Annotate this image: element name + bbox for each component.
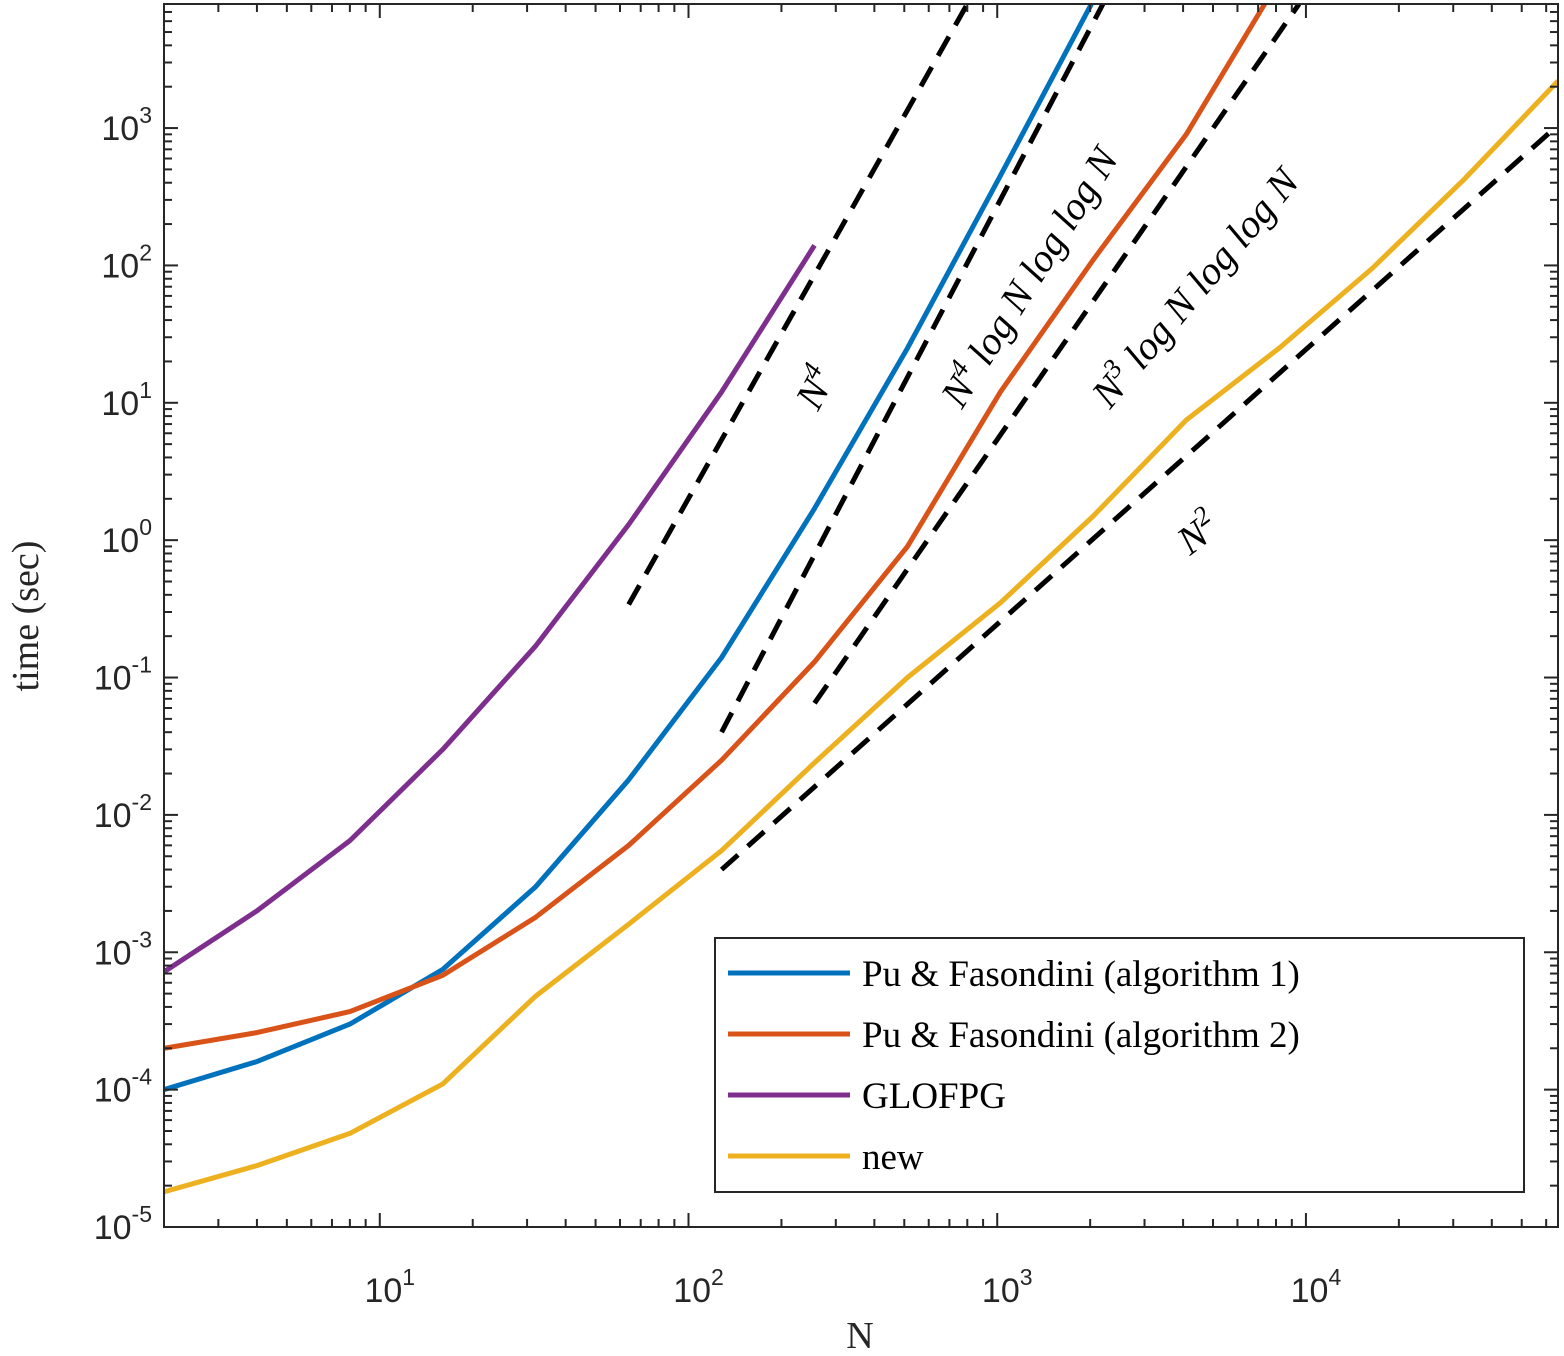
reference-line-n-3-log-n-loglog-n [812,4,1302,705]
y-tick-label: 10-4 [94,1064,152,1110]
axis-ticks [163,3,1558,1228]
y-tick-label: 100 [101,514,152,560]
x-tick-label: 101 [364,1264,415,1310]
legend: Pu & Fasondini (algorithm 1) Pu & Fasond… [714,937,1525,1193]
reference-line-n-4-log-n-loglog-n [719,4,1106,734]
x-axis-title: N [846,1315,873,1356]
series-line-new [164,79,1558,1195]
legend-label-algorithm-2: Pu & Fasondini (algorithm 2) [862,1015,1300,1056]
legend-label-algorithm-1: Pu & Fasondini (algorithm 1) [862,954,1300,995]
y-tick-label: 10-5 [94,1201,152,1247]
series-line-glofpg [164,244,817,974]
x-tick-label: 102 [673,1264,724,1310]
y-tick-label: 10-1 [94,652,152,698]
y-tick-label: 10-2 [94,789,152,835]
x-tick-labels: 101 102 103 104 [364,1264,1341,1310]
series-line-pu-fasondini-algorithm-1 [164,4,1095,1092]
annotation-n2: N2 [1165,500,1227,564]
y-tick-label: 103 [101,102,152,148]
reference-line-n-4 [626,4,970,606]
y-axis-title: time (sec) [5,541,47,692]
y-tick-label: 101 [101,377,152,423]
legend-label-new: new [862,1137,924,1178]
plot-frame [163,3,1559,1228]
y-tick-label: 102 [101,239,152,285]
y-tick-label: 10-3 [94,926,152,972]
legend-box [714,937,1525,1193]
x-tick-label: 104 [1291,1264,1342,1310]
annotation-n4: N4 [782,358,845,417]
reference-lines [626,4,1558,872]
reference-line-n-2 [719,123,1558,872]
series-layer [164,4,1558,1195]
legend-label-glofpg: GLOFPG [862,1076,1006,1117]
series-line-pu-fasondini-algorithm-2 [164,4,1268,1051]
x-tick-label: 103 [982,1264,1033,1310]
y-tick-labels: 10-5 10-4 10-3 10-2 10-1 100 101 102 103 [94,102,152,1247]
